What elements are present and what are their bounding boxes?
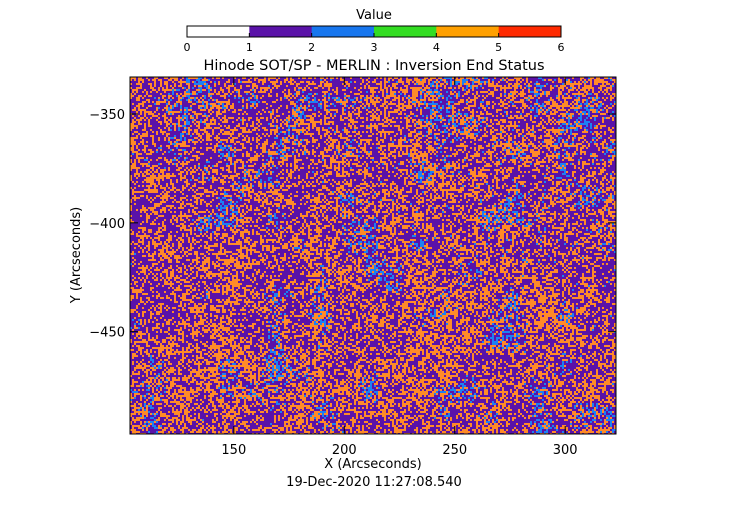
y-axis: −350 −400 −450 (89, 108, 616, 341)
y-tick-label: −350 (89, 108, 125, 123)
y-tick-label: −400 (89, 217, 125, 232)
heatmap-image (130, 77, 616, 434)
colorbar-tick-label: 3 (371, 41, 378, 54)
plot-frame (129, 76, 617, 435)
colorbar-segment (436, 26, 500, 37)
x-tick-label: 300 (553, 443, 578, 458)
chart-title: Hinode SOT/SP - MERLIN : Inversion End S… (203, 58, 544, 74)
x-tick-label: 150 (221, 443, 246, 458)
colorbar-tick-label: 1 (246, 41, 253, 54)
x-tick-label: 200 (332, 443, 357, 458)
colorbar-segment (311, 26, 375, 37)
colorbar-ticks: 0 1 2 3 4 5 6 (184, 33, 565, 54)
colorbar-segment (374, 26, 437, 37)
colorbar-segment (249, 26, 313, 37)
colorbar-segment (498, 26, 562, 37)
colorbar-tick-label: 6 (558, 41, 565, 54)
colorbar (187, 26, 562, 37)
y-axis-label: Y (Arcseconds) (69, 207, 84, 304)
x-axis-label: X (Arcseconds) (324, 457, 421, 472)
colorbar-tick-label: 2 (308, 41, 315, 54)
x-tick-label: 250 (442, 443, 467, 458)
x-axis: 150 200 250 300 (221, 77, 578, 458)
colorbar-tick-label: 0 (184, 41, 191, 54)
colorbar-tick-label: 4 (433, 41, 440, 54)
y-tick-label: −450 (89, 326, 125, 341)
colorbar-tick-label: 5 (495, 41, 502, 54)
colorbar-segment (187, 26, 250, 37)
timestamp: 19-Dec-2020 11:27:08.540 (286, 475, 462, 490)
colorbar-label: Value (356, 8, 392, 23)
